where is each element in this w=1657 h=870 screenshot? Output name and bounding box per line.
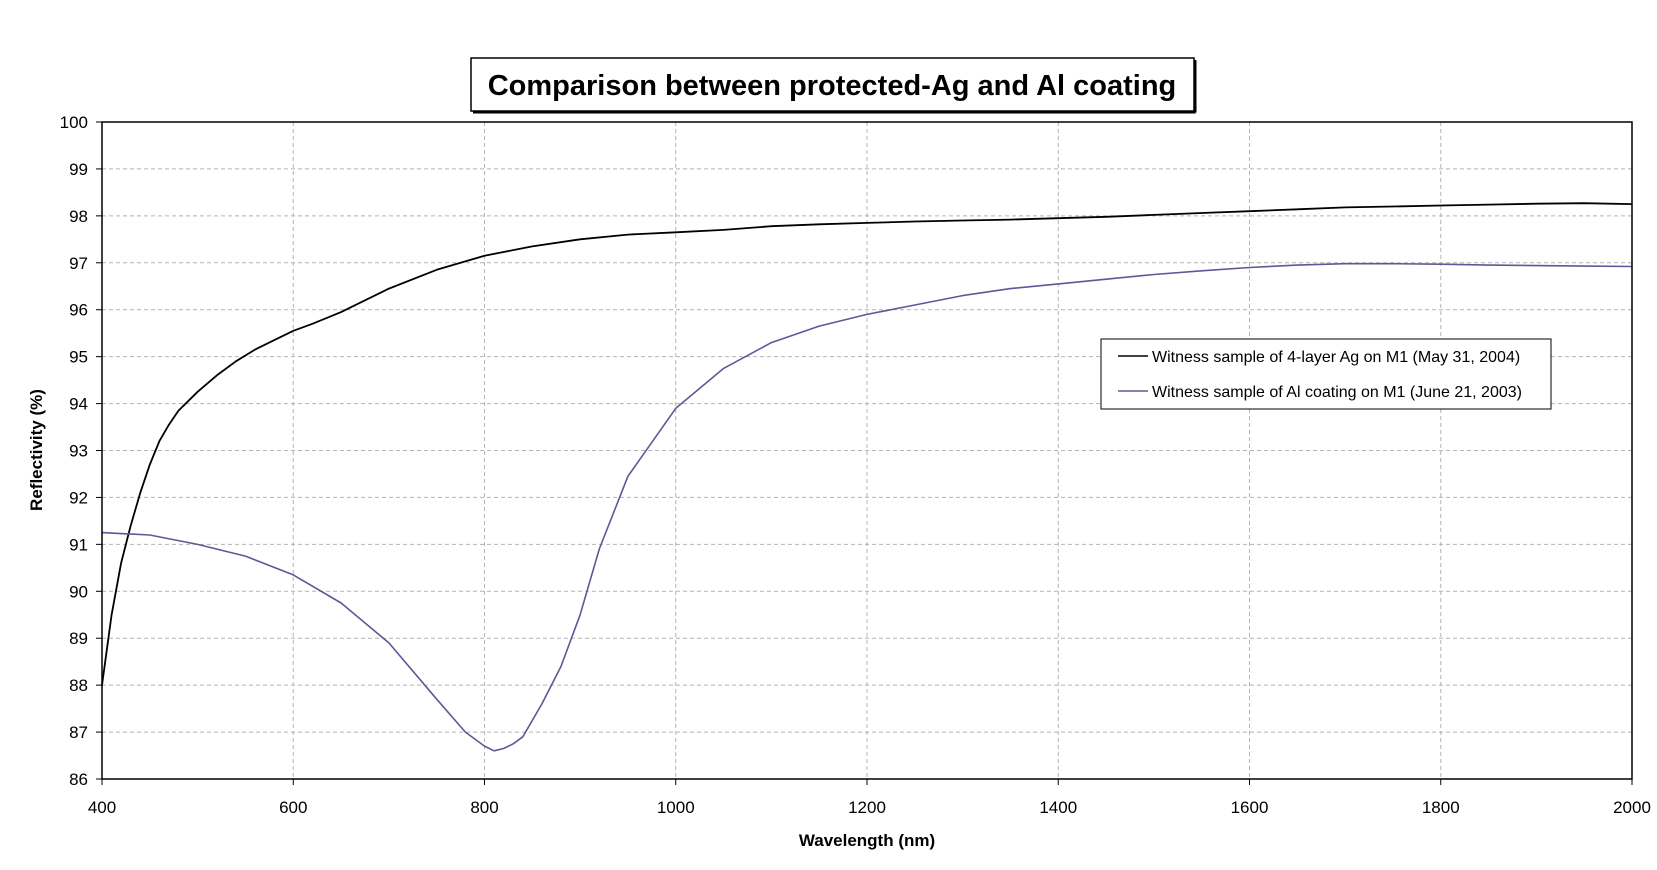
series-line-al: [101, 262, 1633, 752]
y-tick-label: 98: [69, 207, 88, 226]
y-tick-label: 87: [69, 723, 88, 742]
x-tick-label: 800: [470, 798, 498, 817]
series-line-ag: [101, 202, 1633, 686]
legend-label-al: Witness sample of Al coating on M1 (June…: [1152, 384, 1522, 401]
series-lines: [101, 202, 1633, 752]
x-tick-label: 1200: [848, 798, 886, 817]
x-axis-title: Wavelength (nm): [799, 831, 935, 850]
y-tick-label: 92: [69, 488, 88, 507]
x-tick-label: 2000: [1613, 798, 1651, 817]
legend-box: [1100, 338, 1552, 410]
chart-title: Comparison between protected-Ag and Al c…: [488, 70, 1177, 102]
chart-title-box: Comparison between protected-Ag and Al c…: [470, 57, 1197, 114]
y-tick-label: 88: [69, 676, 88, 695]
legend-label-ag: Witness sample of 4-layer Ag on M1 (May …: [1152, 349, 1520, 366]
y-tick-label: 93: [69, 442, 88, 461]
y-tick-label: 96: [69, 301, 88, 320]
y-axis-title: Reflectivity (%): [27, 389, 46, 511]
y-tick-label: 100: [60, 113, 88, 132]
x-tick-label: 1800: [1422, 798, 1460, 817]
x-tick-label: 1000: [657, 798, 695, 817]
y-tick-label: 86: [69, 770, 88, 789]
x-tick-label: 400: [88, 798, 116, 817]
legend: Witness sample of 4-layer Ag on M1 (May …: [1100, 338, 1552, 410]
x-tick-label: 600: [279, 798, 307, 817]
y-axis-ticks: 86 87 88 89 90 91 92 93 94 95 96 97 98 99 100: [60, 113, 102, 789]
grid-lines: [102, 122, 1632, 779]
x-axis-ticks: 400 600 800 1000 1200 1400 1600 1800 2000: [88, 779, 1651, 817]
x-tick-label: 1400: [1039, 798, 1077, 817]
y-tick-label: 97: [69, 254, 88, 273]
y-tick-label: 94: [69, 395, 88, 414]
y-tick-label: 89: [69, 629, 88, 648]
y-tick-label: 91: [69, 535, 88, 554]
y-tick-label: 99: [69, 160, 88, 179]
y-tick-label: 95: [69, 348, 88, 367]
x-tick-label: 1600: [1231, 798, 1269, 817]
y-tick-label: 90: [69, 582, 88, 601]
